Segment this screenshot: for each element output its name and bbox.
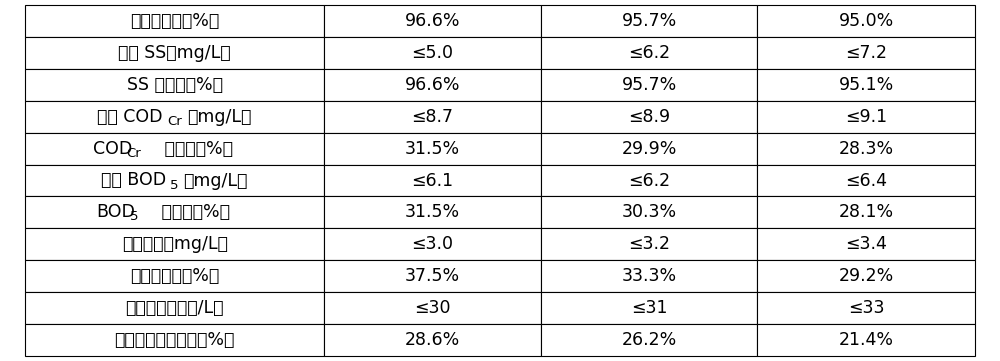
- Text: 粪大肠菌群（个/L）: 粪大肠菌群（个/L）: [125, 299, 224, 317]
- Text: ≤31: ≤31: [631, 299, 667, 317]
- Bar: [541, 324, 757, 356]
- Text: 出水 BOD: 出水 BOD: [101, 171, 166, 190]
- Text: 96.6%: 96.6%: [405, 76, 460, 94]
- Text: 氨氮去除率（%）: 氨氮去除率（%）: [130, 267, 219, 285]
- Text: 95.0%: 95.0%: [839, 12, 894, 30]
- Bar: [757, 324, 975, 356]
- Bar: [541, 37, 757, 69]
- Text: 95.1%: 95.1%: [839, 76, 894, 94]
- Bar: [324, 37, 541, 69]
- Text: COD: COD: [93, 140, 132, 158]
- Bar: [25, 101, 324, 133]
- Text: 浊度去除率（%）: 浊度去除率（%）: [130, 12, 219, 30]
- Text: ≤30: ≤30: [414, 299, 451, 317]
- Bar: [757, 133, 975, 165]
- Text: 21.4%: 21.4%: [839, 331, 894, 349]
- Bar: [324, 165, 541, 196]
- Text: 28.1%: 28.1%: [839, 203, 894, 221]
- Text: ≤3.2: ≤3.2: [628, 235, 670, 253]
- Bar: [324, 324, 541, 356]
- Text: ≤5.0: ≤5.0: [412, 44, 454, 62]
- Text: 33.3%: 33.3%: [622, 267, 677, 285]
- Bar: [25, 324, 324, 356]
- Bar: [324, 196, 541, 228]
- Text: ≤6.4: ≤6.4: [845, 171, 887, 190]
- Bar: [541, 260, 757, 292]
- Bar: [757, 101, 975, 133]
- Bar: [541, 196, 757, 228]
- Bar: [757, 196, 975, 228]
- Bar: [25, 196, 324, 228]
- Bar: [757, 228, 975, 260]
- Text: 去除率（%）: 去除率（%）: [159, 140, 233, 158]
- Bar: [324, 228, 541, 260]
- Text: ≤33: ≤33: [848, 299, 884, 317]
- Text: 28.6%: 28.6%: [405, 331, 460, 349]
- Bar: [541, 228, 757, 260]
- Text: 粪大肠菌群去除率（%）: 粪大肠菌群去除率（%）: [114, 331, 235, 349]
- Text: 96.6%: 96.6%: [405, 12, 460, 30]
- Text: 31.5%: 31.5%: [405, 203, 460, 221]
- Bar: [25, 37, 324, 69]
- Text: Cr: Cr: [126, 147, 141, 160]
- Text: ≤3.0: ≤3.0: [412, 235, 454, 253]
- Bar: [757, 292, 975, 324]
- Bar: [757, 37, 975, 69]
- Bar: [25, 5, 324, 37]
- Bar: [757, 5, 975, 37]
- Text: 30.3%: 30.3%: [622, 203, 677, 221]
- Text: 28.3%: 28.3%: [839, 140, 894, 158]
- Text: 去除率（%）: 去除率（%）: [156, 203, 230, 221]
- Text: Cr: Cr: [167, 115, 182, 128]
- Text: ≤3.4: ≤3.4: [845, 235, 887, 253]
- Bar: [25, 69, 324, 101]
- Text: ≤6.2: ≤6.2: [628, 44, 670, 62]
- Text: 5: 5: [170, 179, 179, 192]
- Bar: [541, 133, 757, 165]
- Text: ≤9.1: ≤9.1: [845, 108, 887, 126]
- Bar: [541, 5, 757, 37]
- Text: 出水氨氮（mg/L）: 出水氨氮（mg/L）: [122, 235, 228, 253]
- Bar: [324, 133, 541, 165]
- Text: 5: 5: [130, 210, 138, 223]
- Text: （mg/L）: （mg/L）: [187, 108, 251, 126]
- Bar: [25, 165, 324, 196]
- Text: 26.2%: 26.2%: [622, 331, 677, 349]
- Bar: [541, 165, 757, 196]
- Text: ≤6.2: ≤6.2: [628, 171, 670, 190]
- Bar: [757, 165, 975, 196]
- Text: ≤8.9: ≤8.9: [628, 108, 670, 126]
- Text: 29.9%: 29.9%: [621, 140, 677, 158]
- Bar: [25, 260, 324, 292]
- Bar: [25, 292, 324, 324]
- Text: ≤8.7: ≤8.7: [412, 108, 454, 126]
- Bar: [324, 260, 541, 292]
- Text: 29.2%: 29.2%: [839, 267, 894, 285]
- Text: （mg/L）: （mg/L）: [183, 171, 248, 190]
- Text: 37.5%: 37.5%: [405, 267, 460, 285]
- Bar: [757, 260, 975, 292]
- Text: 95.7%: 95.7%: [622, 12, 677, 30]
- Bar: [541, 101, 757, 133]
- Text: 31.5%: 31.5%: [405, 140, 460, 158]
- Text: 出水 COD: 出水 COD: [97, 108, 163, 126]
- Bar: [541, 69, 757, 101]
- Text: BOD: BOD: [96, 203, 135, 221]
- Bar: [25, 133, 324, 165]
- Bar: [25, 228, 324, 260]
- Bar: [757, 69, 975, 101]
- Bar: [324, 292, 541, 324]
- Text: 95.7%: 95.7%: [622, 76, 677, 94]
- Text: SS 去除率（%）: SS 去除率（%）: [127, 76, 223, 94]
- Text: 出水 SS（mg/L）: 出水 SS（mg/L）: [118, 44, 231, 62]
- Bar: [324, 101, 541, 133]
- Bar: [541, 292, 757, 324]
- Bar: [324, 5, 541, 37]
- Text: ≤6.1: ≤6.1: [411, 171, 454, 190]
- Text: ≤7.2: ≤7.2: [845, 44, 887, 62]
- Bar: [324, 69, 541, 101]
